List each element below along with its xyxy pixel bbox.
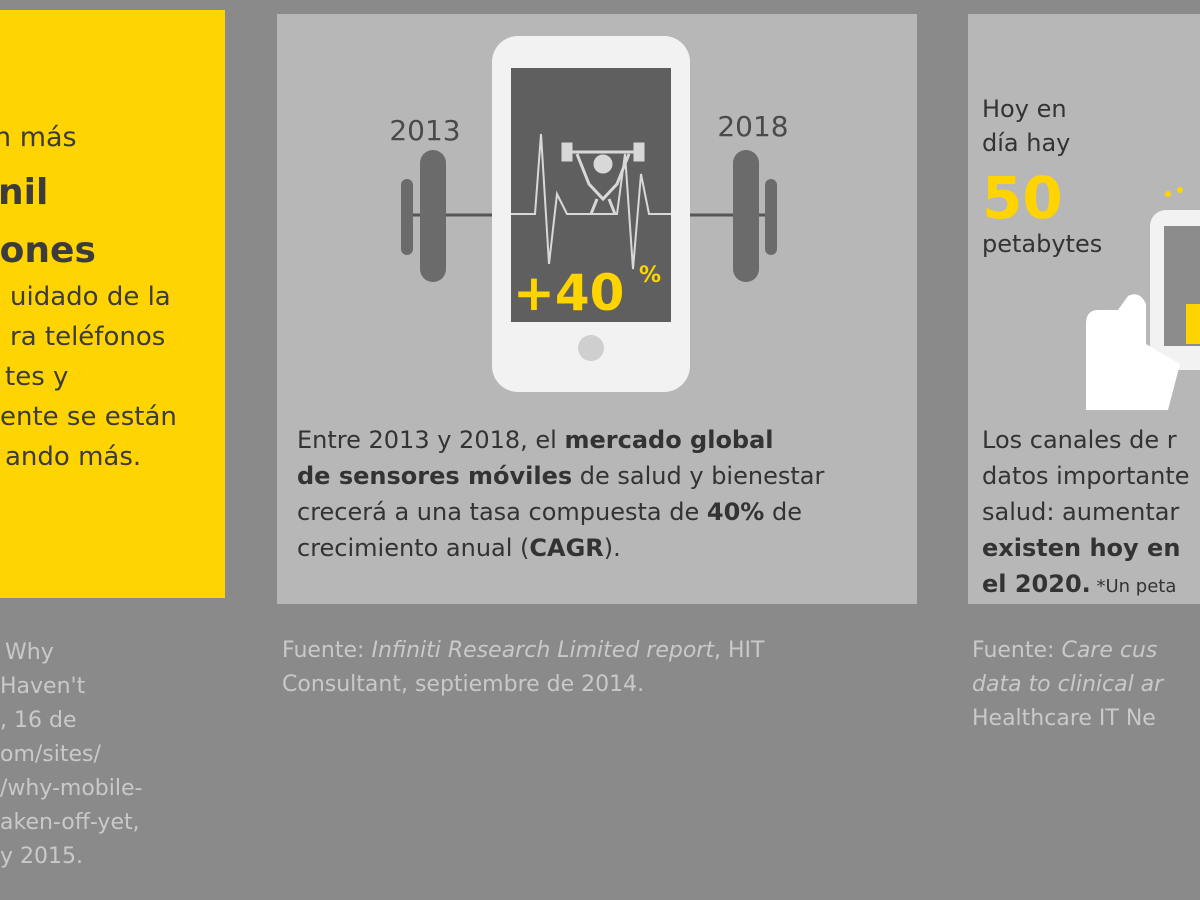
middle-body-text-2a: de sensores móviles bbox=[297, 462, 573, 490]
middle-body-line-3: crecerá a una tasa compuesta de 40% de bbox=[297, 494, 824, 530]
left-body-line-4: ente se están bbox=[0, 402, 177, 432]
weightlifter-icon bbox=[561, 142, 645, 215]
growth-percent-sign: % bbox=[639, 263, 661, 288]
middle-body-text-1b: mercado global bbox=[564, 426, 774, 454]
right-source-note: Fuente: Care cus data to clinical ar Hea… bbox=[972, 634, 1163, 736]
left-source-line-7: y 2015. bbox=[0, 844, 83, 869]
middle-source-title: Infiniti Research Limited report bbox=[371, 638, 714, 663]
left-headline-line-3: ciones bbox=[0, 230, 96, 271]
left-body-line-3: tes y bbox=[5, 362, 69, 392]
middle-body-text-3b: 40% bbox=[706, 498, 765, 526]
growth-label: +40 bbox=[513, 264, 624, 322]
middle-source-line-2: Consultant, septiembre de 2014. bbox=[282, 672, 645, 697]
left-body-line-2: ra teléfonos bbox=[10, 322, 166, 352]
right-body-line-1: Los canales de r bbox=[982, 426, 1177, 454]
year-start-label: 2013 bbox=[389, 114, 460, 147]
middle-body-text-3a: crecerá a una tasa compuesta de bbox=[297, 498, 707, 526]
right-source-italic: Care cus bbox=[1061, 638, 1158, 663]
middle-info-panel: 2013 2018 +40 % Entre 2013 y 2018, el me… bbox=[277, 14, 917, 604]
right-body-line-4: existen hoy en bbox=[982, 534, 1181, 562]
right-source-line-3: Healthcare IT Ne bbox=[972, 706, 1156, 731]
petabyte-unit: petabytes bbox=[982, 230, 1103, 258]
middle-body-line-2: de sensores móviles de salud y bienestar bbox=[297, 458, 824, 494]
hand-phone-icon bbox=[1086, 187, 1200, 410]
middle-body-text-4c: ). bbox=[603, 534, 621, 562]
right-body-text-5a: el 2020. bbox=[982, 570, 1091, 598]
right-body-text: Los canales de r datos importante salud:… bbox=[982, 422, 1190, 604]
left-source-line-6: aken-off-yet, bbox=[0, 810, 140, 835]
right-source-line-1: Fuente: Care cus bbox=[972, 634, 1163, 668]
petabyte-number: 50 bbox=[982, 164, 1063, 232]
left-source-line-1: Why bbox=[5, 640, 54, 665]
right-body-line-3: salud: aumentar bbox=[982, 498, 1180, 526]
right-intro-line-1: Hoy en bbox=[982, 95, 1067, 123]
middle-body-text-4b: CAGR bbox=[529, 534, 604, 562]
middle-body-text: Entre 2013 y 2018, el mercado global de … bbox=[297, 422, 824, 566]
middle-source-note: Fuente: Infiniti Research Limited report… bbox=[282, 634, 764, 702]
year-end-label: 2018 bbox=[717, 110, 788, 143]
middle-source-prefix: Fuente: bbox=[282, 638, 372, 663]
small-phone-accent bbox=[1186, 304, 1200, 344]
left-headline-line-1: n más bbox=[0, 122, 77, 153]
right-body-line-5: el 2020. *Un peta bbox=[982, 566, 1190, 604]
middle-body-text-1a: Entre 2013 y 2018, el bbox=[297, 426, 565, 454]
left-body-line-5: ando más. bbox=[5, 442, 142, 472]
middle-body-line-1: Entre 2013 y 2018, el mercado global bbox=[297, 422, 824, 458]
hand-phone-illustration bbox=[1086, 187, 1200, 410]
right-body-line-2: datos importante bbox=[982, 462, 1190, 490]
right-source-prefix: Fuente: bbox=[972, 638, 1062, 663]
left-source-line-5: /why-mobile- bbox=[0, 776, 143, 801]
left-source-line-3: , 16 de bbox=[0, 708, 77, 733]
heartbeat-icon bbox=[511, 133, 671, 270]
middle-body-text-3c: de bbox=[764, 498, 802, 526]
right-intro: Hoy en día hay bbox=[982, 92, 1070, 160]
left-source-note: Why Haven't , 16 de om/sites/ /why-mobil… bbox=[0, 636, 142, 874]
left-source-line-4: om/sites/ bbox=[0, 742, 101, 767]
phone-home-button bbox=[578, 335, 604, 361]
right-intro-line-2: día hay bbox=[982, 129, 1071, 157]
left-source-line-2: Haven't bbox=[0, 674, 86, 699]
middle-body-text-4a: crecimiento anual ( bbox=[297, 534, 530, 562]
barbell-phone-illustration: 2013 2018 +40 % bbox=[389, 36, 789, 392]
left-headline-line-2: nil bbox=[0, 172, 49, 213]
right-body-text-5b: *Un peta bbox=[1090, 576, 1177, 597]
middle-source-line-1: Fuente: Infiniti Research Limited report… bbox=[282, 634, 764, 668]
middle-body-text-2b: de salud y bienestar bbox=[572, 462, 825, 490]
left-info-panel: n más nil ciones uidado de la ra teléfon… bbox=[0, 10, 225, 598]
middle-body-line-4: crecimiento anual (CAGR). bbox=[297, 530, 824, 566]
barbell-icon bbox=[401, 150, 777, 282]
left-body-line-1: uidado de la bbox=[10, 282, 171, 312]
middle-source-rest: , HIT bbox=[713, 638, 765, 663]
right-source-line-2: data to clinical ar bbox=[972, 672, 1164, 697]
right-info-panel: Hoy en día hay 50 petabytes Los canales … bbox=[968, 14, 1200, 604]
